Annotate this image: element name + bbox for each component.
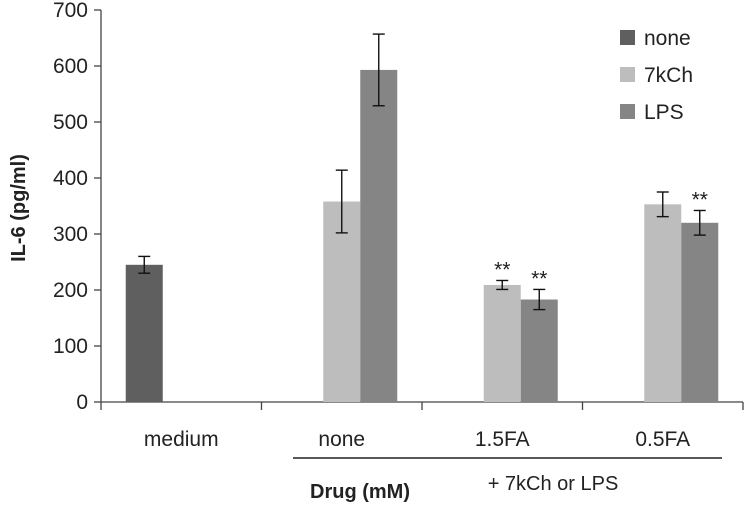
x-axis: medium none 1.5FA 0.5FA bbox=[100, 401, 744, 451]
bar-7kch-none bbox=[323, 201, 361, 402]
bar-7kch-1.5fa bbox=[483, 284, 521, 402]
bar-lps-none bbox=[360, 69, 398, 403]
y-tick-label: 400 bbox=[53, 167, 88, 190]
significance-marker: ** bbox=[692, 188, 708, 211]
legend-swatch-lps bbox=[620, 104, 635, 119]
legend-label-lps: LPS bbox=[644, 101, 684, 124]
legend-swatch-none bbox=[620, 30, 635, 45]
y-tick-label: 500 bbox=[53, 111, 88, 134]
bar-lps-1.5fa bbox=[520, 299, 558, 402]
group-note: + 7kCh or LPS bbox=[488, 473, 619, 495]
y-tick-label: 300 bbox=[53, 223, 88, 246]
x-axis-label: Drug (mM) bbox=[310, 481, 410, 503]
legend-swatch-7kch bbox=[620, 67, 635, 82]
significance-annotations: ** ** ** bbox=[494, 188, 708, 290]
significance-marker: ** bbox=[494, 258, 510, 281]
y-tick-label: 600 bbox=[53, 55, 88, 78]
bar-none-medium bbox=[125, 264, 163, 402]
legend-label-none: none bbox=[644, 27, 691, 50]
y-axis: 0 100 200 300 400 500 600 700 bbox=[53, 0, 102, 414]
y-axis-label: IL-6 (pg/ml) bbox=[8, 154, 30, 262]
y-tick-label: 200 bbox=[53, 279, 88, 302]
x-category-label: 1.5FA bbox=[475, 428, 530, 451]
y-tick-label: 100 bbox=[53, 335, 88, 358]
y-tick-label: 700 bbox=[53, 0, 88, 22]
x-category-label: 0.5FA bbox=[635, 428, 690, 451]
error-bars bbox=[138, 33, 706, 311]
x-category-label: medium bbox=[144, 428, 219, 451]
bars bbox=[125, 69, 719, 403]
significance-marker: ** bbox=[531, 267, 547, 290]
y-tick-label: 0 bbox=[76, 391, 88, 414]
x-category-label: none bbox=[318, 428, 365, 451]
legend-label-7kch: 7kCh bbox=[644, 64, 693, 87]
legend: none 7kCh LPS bbox=[620, 27, 693, 124]
bar-lps-0.5fa bbox=[681, 222, 719, 402]
bar-7kch-0.5fa bbox=[644, 204, 682, 402]
